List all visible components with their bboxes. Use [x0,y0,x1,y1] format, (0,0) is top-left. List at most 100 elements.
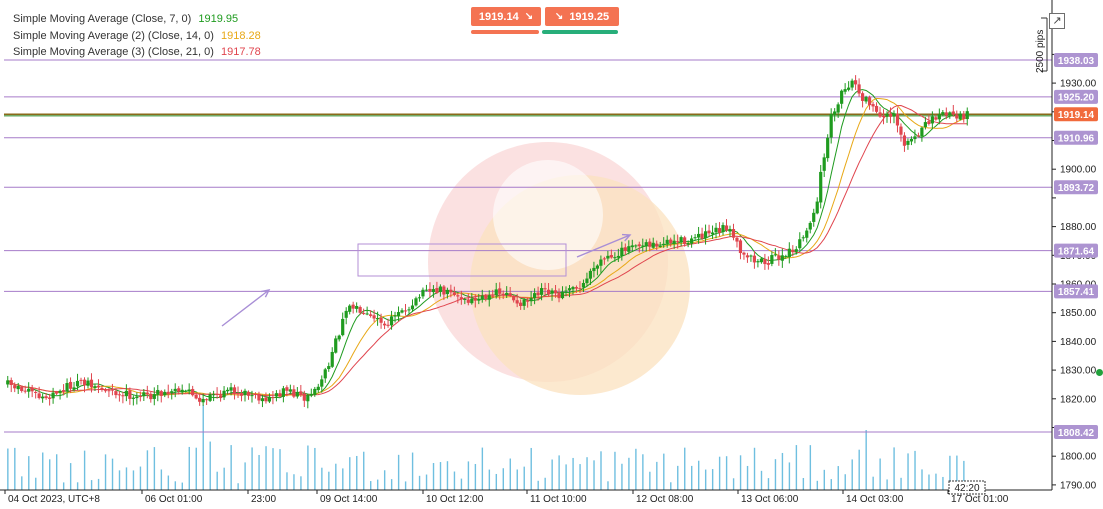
candle [316,383,320,393]
candle-body [512,296,516,301]
candle-body [27,388,31,392]
current-price-tag-label: 1919.14 [1058,110,1095,121]
candle [431,285,436,298]
candle [592,261,596,278]
candle-body [717,228,722,233]
candle-body [599,259,603,266]
volume-bar [432,463,435,490]
price-tick-label: 1820.00 [1060,394,1097,405]
consolidation-rectangle[interactable] [357,243,567,277]
candle-body [89,379,94,388]
volume-bar [460,478,463,490]
candle-body [72,387,76,390]
volume-bar [251,447,253,490]
candle-body [236,393,240,395]
candle-body [526,300,530,302]
volume-bar [244,462,246,490]
candle [662,237,666,248]
candle [749,254,753,262]
level-price-tag[interactable]: 1808.42 [1054,425,1098,440]
candle-body [274,393,279,397]
level-price-tag[interactable]: 1925.20 [1054,89,1098,104]
price-tick-label: 1900.00 [1060,165,1097,176]
candle-body [616,255,620,258]
candle-body [539,288,544,295]
candle [658,241,662,248]
candle [721,222,725,236]
expand-icon[interactable]: ↗ [1049,13,1065,29]
trend-arrow-1[interactable] [221,289,271,327]
candle [449,284,453,298]
candle [728,225,732,237]
volume-bar [830,479,832,490]
volume-bar [628,457,630,490]
candle-body [696,233,701,238]
volume-bar [642,454,644,490]
volume-bar [97,478,100,490]
candle-body [421,289,425,297]
candle [27,382,31,398]
price-axis: 1790.00 1800.00 1820.00 1830.00 1840.00 1850.… [0,0,1098,491]
volume-bar [509,458,511,490]
volume-bar [495,473,498,490]
candle-body [344,310,348,318]
candle-body [881,115,886,118]
price-tick-label: 1830.00 [1060,366,1097,377]
candle [410,299,415,313]
volume-bar [753,447,756,490]
volume-bar [718,456,721,490]
candle-body [913,136,917,140]
sell-button[interactable]: 1919.14 ↘ [471,7,541,26]
candle-body [117,394,121,396]
candle-body [651,242,655,248]
candle-body [794,249,798,252]
candle [567,285,572,298]
candle-body [833,111,837,115]
pips-measure[interactable]: 2500 pips [1035,17,1048,73]
sma-legend-row[interactable]: Simple Moving Average (Close, 7, 0) 1919… [13,11,261,28]
candle [833,108,837,122]
candle [731,223,736,241]
candle-body [396,312,401,317]
candle [937,108,941,125]
candle-body [222,390,226,398]
candle [585,272,589,287]
trend-arrow-2[interactable] [576,233,632,258]
candle [292,385,296,399]
candle-body [543,288,547,290]
volume-bar [76,482,79,490]
time-tick-label: 04 Oct 2023, UTC+8 [8,494,100,505]
level-price-tag-bg [1054,53,1098,68]
candle [89,373,94,393]
candle-body [519,302,523,307]
candle-body [777,255,781,260]
candle-body [138,396,142,398]
volume-bar [795,445,798,490]
buy-button[interactable]: ↘ 1919.25 [545,7,619,26]
sma-legend-row[interactable]: Simple Moving Average (3) (Close, 21, 0)… [13,44,261,61]
level-price-tag[interactable]: 1871.64 [1054,243,1098,258]
sma-legend: Simple Moving Average (Close, 7, 0) 1919… [13,11,261,61]
arrow-down-right-icon: ↘ [524,11,534,22]
sma-legend-row[interactable]: Simple Moving Average (2) (Close, 14, 0)… [13,28,261,45]
candle-body [874,105,879,112]
candle [48,393,52,406]
level-price-tag[interactable]: 1938.03 [1054,53,1098,68]
candle-body [473,297,477,301]
candle [679,235,683,247]
level-price-tag[interactable]: 1857.41 [1054,284,1098,299]
level-price-tag[interactable]: 1893.72 [1054,180,1098,195]
candle [30,384,34,398]
candle [892,110,896,124]
candle [906,138,910,150]
volume-bar [181,482,184,490]
candle-body [417,297,422,299]
sma-3-label: Simple Moving Average (3) (Close, 21, 0) [13,46,214,58]
candle [620,241,624,261]
level-price-tag[interactable]: 1910.96 [1054,130,1098,145]
candle [51,387,55,404]
candle-body [641,245,645,247]
candle-body [44,396,48,399]
candle-body [292,389,296,397]
